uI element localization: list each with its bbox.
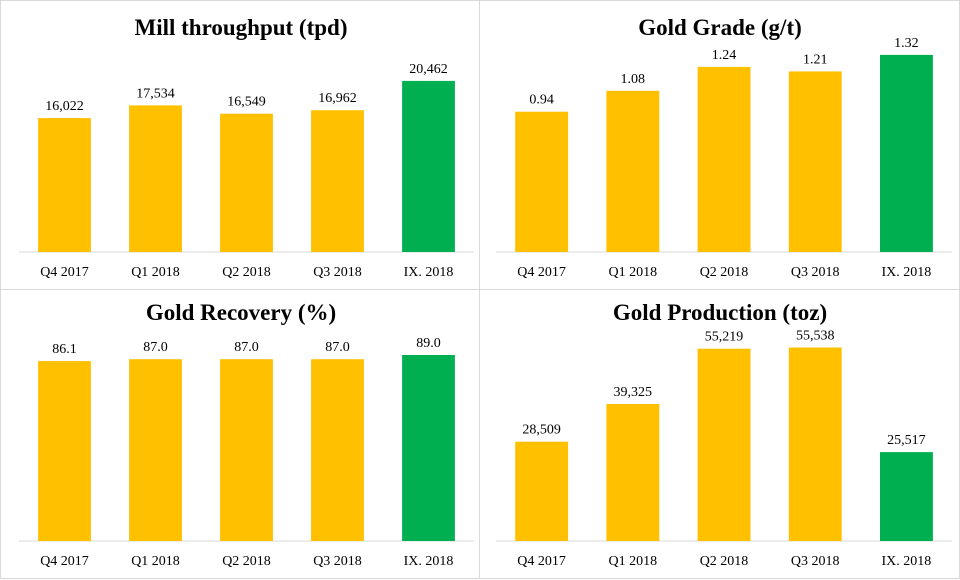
data-label: 28,509: [522, 423, 561, 438]
mill-throughput-svg: Mill throughput (tpd) 16,022 Q4 2017 17,53…: [19, 15, 474, 280]
data-label: 87.0: [325, 340, 350, 355]
gold-grade-svg: Gold Grade (g/t) 0.94 Q4 2017 1.08 Q1 2018 1…: [496, 15, 952, 280]
bar-q2-2018: [220, 359, 273, 541]
bar-q2-2018: [697, 348, 751, 541]
bar-q1-2018: [129, 105, 182, 253]
category-tick-label: Q3 2018: [791, 554, 840, 569]
bar-q2-2018: [697, 66, 751, 253]
bar-q2-2018: [220, 113, 273, 252]
bar-q3-2018: [788, 347, 842, 541]
data-label: 25,517: [887, 433, 926, 448]
bar-q4-2017: [38, 118, 91, 252]
data-label: 20,462: [409, 62, 448, 77]
bar-q4-2017: [38, 361, 91, 541]
bar-ix-2018: [880, 452, 933, 541]
chart-title: Mill throughput (tpd): [134, 15, 347, 40]
category-tick-label: Q2 2018: [700, 554, 749, 569]
category-tick-label: Q2 2018: [222, 554, 271, 569]
category-tick-label: Q3 2018: [313, 265, 362, 280]
category-tick-label: Q4 2017: [517, 265, 566, 280]
category-tick-label: Q4 2017: [40, 265, 89, 280]
category-tick-label: Q2 2018: [222, 265, 271, 280]
data-label: 55,219: [705, 330, 744, 345]
category-tick-label: Q1 2018: [608, 554, 657, 569]
bar-ix-2018: [402, 80, 455, 253]
data-label: 1.32: [894, 36, 919, 51]
bar-q1-2018: [606, 404, 660, 541]
gold-production-chart: Gold Production (toz) 28,509 Q4 2017 39,32…: [479, 289, 960, 579]
category-tick-label: IX. 2018: [882, 554, 932, 569]
gold-recovery-chart: Gold Recovery (%) 86.1 Q4 2017 87.0 Q1 2018…: [0, 289, 480, 579]
data-label: 55,538: [796, 329, 835, 344]
category-tick-label: Q1 2018: [131, 554, 180, 569]
category-tick-label: Q4 2017: [517, 554, 566, 569]
data-label: 39,325: [614, 385, 653, 400]
bar-q1-2018: [606, 90, 660, 252]
category-tick-label: IX. 2018: [404, 554, 454, 569]
category-tick-label: Q4 2017: [40, 554, 89, 569]
category-tick-label: Q1 2018: [608, 265, 657, 280]
category-tick-label: Q2 2018: [700, 265, 749, 280]
category-tick-label: Q1 2018: [131, 265, 180, 280]
gold-production-svg: Gold Production (toz) 28,509 Q4 2017 39,32…: [496, 300, 952, 569]
chart-title: Gold Grade (g/t): [638, 15, 802, 40]
data-label: 1.21: [803, 52, 828, 67]
bar-q4-2017: [515, 441, 569, 541]
bar-q1-2018: [129, 359, 182, 541]
bar-ix-2018: [880, 54, 933, 253]
gold-grade-chart: Gold Grade (g/t) 0.94 Q4 2017 1.08 Q1 2018 1…: [479, 0, 960, 290]
data-label: 16,962: [318, 91, 357, 106]
data-label: 86.1: [52, 342, 77, 357]
bar-q4-2017: [515, 111, 569, 252]
category-tick-label: IX. 2018: [882, 265, 932, 280]
category-tick-label: IX. 2018: [404, 265, 454, 280]
data-label: 0.94: [529, 93, 554, 108]
data-label: 1.08: [621, 72, 646, 87]
data-label: 16,022: [45, 99, 84, 114]
bar-q3-2018: [311, 110, 364, 252]
data-label: 1.24: [712, 48, 737, 63]
category-tick-label: Q3 2018: [791, 265, 840, 280]
chart-title: Gold Production (toz): [613, 300, 827, 325]
data-label: 87.0: [143, 340, 168, 355]
gold-recovery-svg: Gold Recovery (%) 86.1 Q4 2017 87.0 Q1 2018…: [19, 300, 474, 569]
category-tick-label: Q3 2018: [313, 554, 362, 569]
data-label: 16,549: [227, 95, 266, 110]
chart-title: Gold Recovery (%): [146, 300, 336, 325]
data-label: 17,534: [136, 86, 175, 101]
bar-q3-2018: [788, 71, 842, 253]
mill-throughput-chart: Mill throughput (tpd) 16,022 Q4 2017 17,53…: [0, 0, 480, 290]
bar-ix-2018: [402, 355, 455, 541]
bar-q3-2018: [311, 359, 364, 541]
data-label: 87.0: [234, 340, 259, 355]
data-label: 89.0: [416, 336, 441, 351]
